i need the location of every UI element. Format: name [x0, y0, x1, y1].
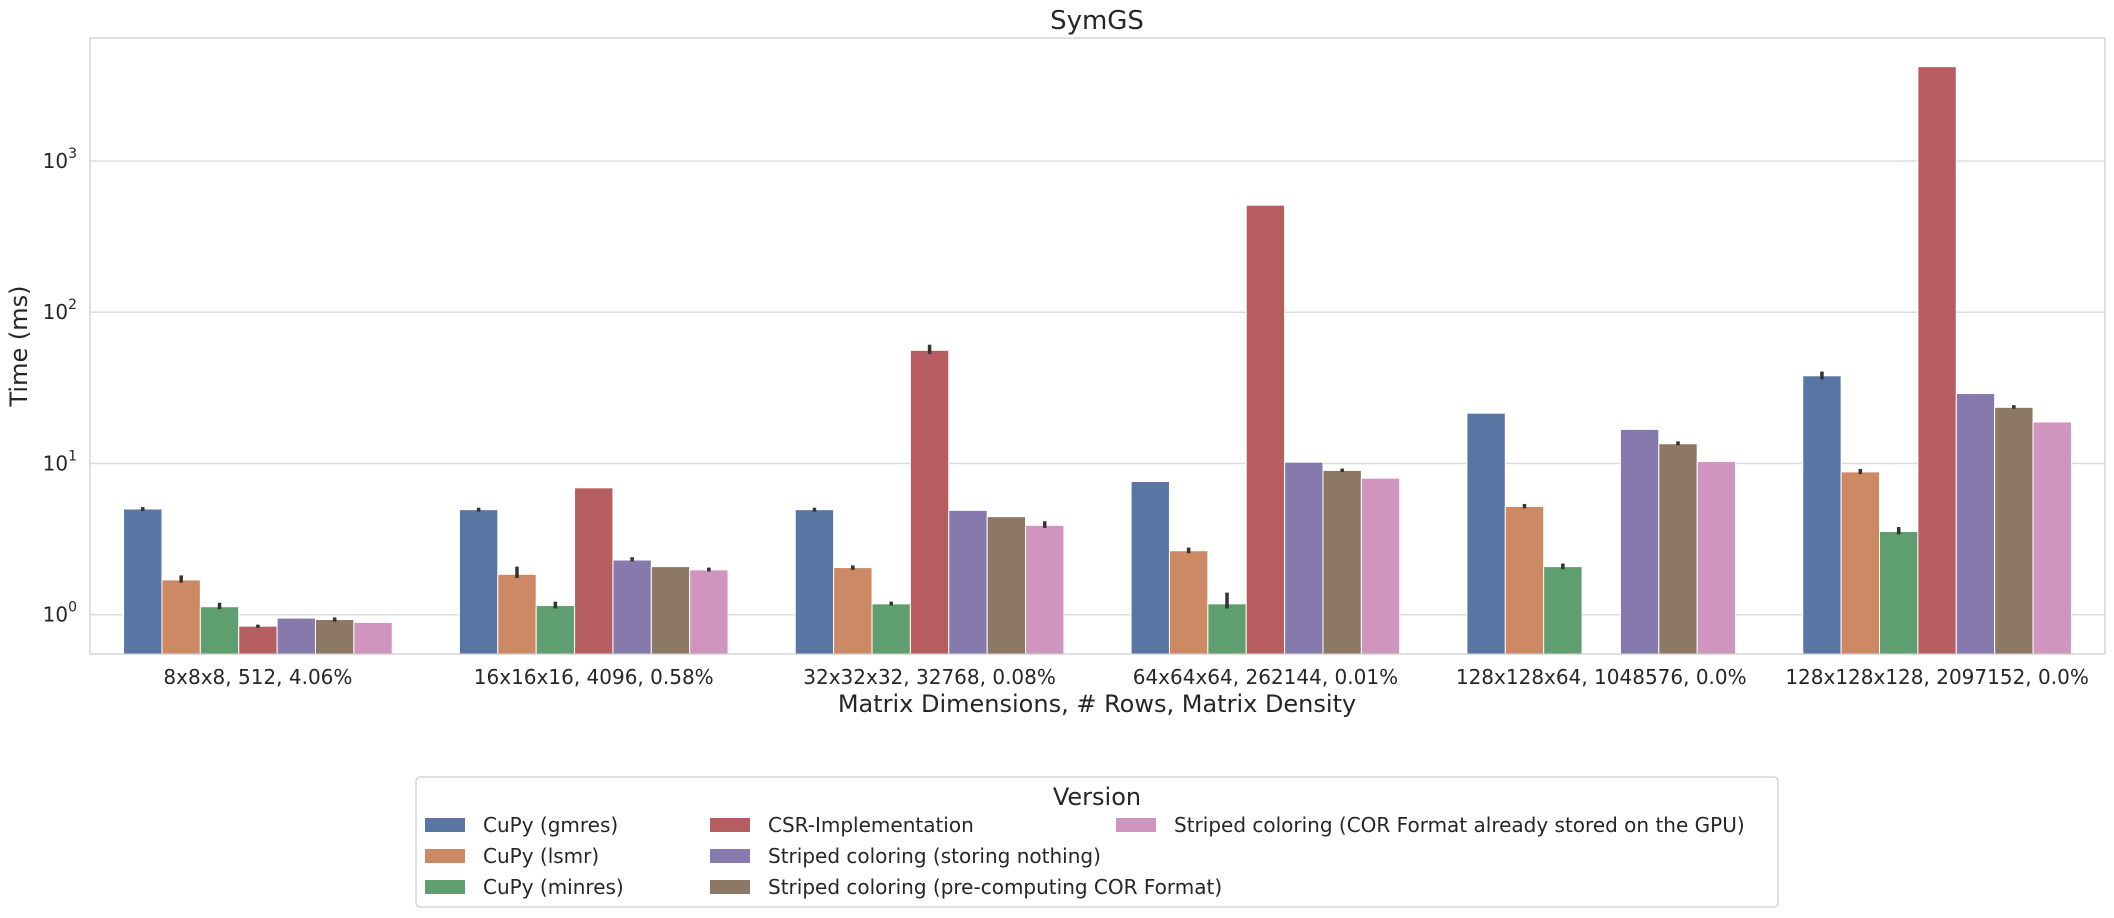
legend-title: Version	[1053, 783, 1141, 811]
bar	[276, 617, 316, 655]
legend-frame	[415, 776, 1779, 908]
y-tick-label: 101	[43, 448, 77, 475]
bar	[909, 349, 950, 655]
x-tick-label: 32x32x32, 32768, 0.08%	[803, 665, 1056, 689]
bar	[1696, 461, 1737, 655]
y-axis-label: Time (ms)	[5, 286, 33, 408]
x-tick-labels: 8x8x8, 512, 4.06% 16x16x16, 4096, 0.58% 32…	[163, 665, 2088, 689]
bar	[833, 567, 873, 655]
x-tick-label: 128x128x128, 2097152, 0.0%	[1785, 665, 2089, 689]
bar	[1917, 66, 1957, 655]
legend-swatch	[425, 818, 465, 832]
bar	[689, 569, 729, 655]
bar	[1504, 505, 1545, 655]
x-tick-label: 8x8x8, 512, 4.06%	[163, 665, 352, 689]
bar	[1245, 204, 1286, 655]
bar	[161, 579, 201, 655]
bar	[1840, 471, 1881, 655]
bar	[871, 603, 911, 655]
y-tick-label: 100	[43, 600, 77, 627]
bar	[199, 606, 240, 655]
x-tick-label: 16x16x16, 4096, 0.58%	[474, 665, 714, 689]
bar	[1168, 550, 1209, 655]
bar	[1543, 566, 1583, 655]
bar	[1025, 524, 1065, 655]
legend-label: CuPy (minres)	[483, 875, 624, 899]
y-tick-label: 103	[43, 146, 77, 173]
bar	[238, 625, 278, 655]
legend-swatch	[1116, 818, 1156, 832]
legend-label: Striped coloring (pre-computing COR Form…	[768, 875, 1222, 899]
bar	[1466, 412, 1506, 655]
bar	[535, 605, 576, 655]
bar	[1207, 603, 1247, 655]
y-tick-label: 102	[43, 297, 77, 324]
y-tick-labels: 100 101 102 103	[43, 146, 77, 627]
bar	[314, 618, 355, 655]
bar	[948, 509, 988, 655]
bar	[2032, 421, 2072, 655]
bar	[1130, 480, 1170, 655]
bar	[458, 509, 499, 655]
chart-title: SymGS	[1050, 6, 1144, 36]
legend-swatch	[425, 849, 465, 863]
x-axis-label: Matrix Dimensions, # Rows, Matrix Densit…	[838, 690, 1356, 718]
legend-swatch	[425, 880, 465, 894]
bar	[1994, 406, 2034, 655]
bar	[1619, 428, 1660, 655]
bar	[497, 573, 537, 655]
bar	[1658, 443, 1698, 655]
bar	[650, 566, 691, 655]
plot-frame	[89, 37, 2106, 655]
bar	[574, 487, 614, 655]
legend: Version CuPy (gmres) CuPy (lsmr) CuPy (min…	[415, 776, 1779, 908]
bar	[123, 508, 163, 655]
legend-label: Striped coloring (COR Format already sto…	[1174, 813, 1745, 837]
bar	[1360, 477, 1401, 655]
bar	[986, 516, 1027, 655]
bars	[123, 66, 2072, 655]
bar	[1802, 375, 1842, 655]
bar	[612, 559, 652, 655]
bar	[1322, 469, 1362, 655]
legend-label: CuPy (lsmr)	[483, 844, 599, 868]
grid-lines	[90, 160, 2105, 616]
legend-label: CSR-Implementation	[768, 813, 974, 837]
bar	[1955, 393, 1996, 655]
legend-swatch	[710, 818, 750, 832]
legend-swatch	[710, 849, 750, 863]
bar	[1879, 531, 1919, 655]
x-tick-label: 128x128x64, 1048576, 0.0%	[1456, 665, 1747, 689]
bar	[353, 621, 393, 655]
legend-label: Striped coloring (storing nothing)	[768, 844, 1101, 868]
bar	[1284, 461, 1324, 655]
legend-swatch	[710, 880, 750, 894]
legend-label: CuPy (gmres)	[483, 813, 618, 837]
error-bars	[141, 344, 2016, 628]
bar	[794, 509, 835, 655]
x-tick-label: 64x64x64, 262144, 0.01%	[1133, 665, 1398, 689]
